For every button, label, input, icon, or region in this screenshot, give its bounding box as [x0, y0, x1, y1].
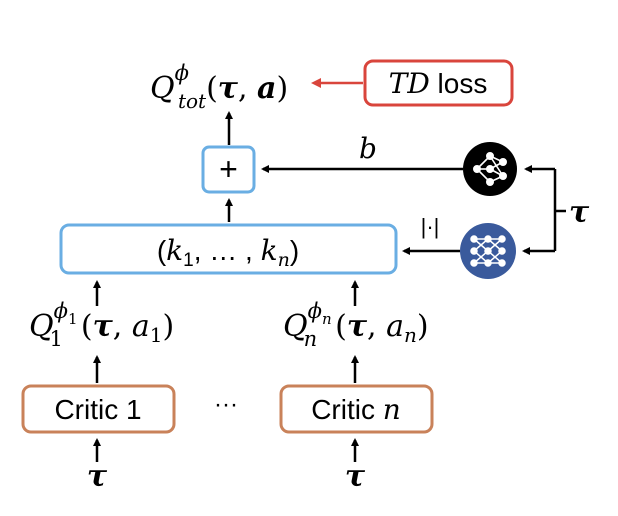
critic-1-box — [21, 384, 176, 434]
critic-n-label: Critic n — [311, 393, 401, 426]
td-loss-label: TD loss — [389, 67, 488, 100]
critics-ellipsis: ··· — [214, 391, 238, 418]
abs-label: |·| — [421, 214, 440, 239]
weight-hypernetwork-icon — [460, 223, 516, 279]
tau-input-label: τ — [569, 195, 590, 230]
td-loss-box — [363, 59, 514, 107]
critic-1-input-tau: τ — [87, 459, 108, 494]
critic-n-box — [279, 384, 434, 434]
plus-label: + — [219, 151, 238, 187]
q-tot-output-label: Qϕ tot(τ, a) — [150, 61, 288, 113]
critic-1-label: Critic 1 — [54, 394, 141, 425]
plus-box — [201, 145, 256, 194]
bias-label: b — [359, 132, 377, 165]
critic-n-input-tau: τ — [345, 459, 366, 494]
weights-label: (k1, … , kn) — [157, 234, 299, 271]
bias-hypernetwork-icon — [463, 142, 517, 196]
q1-label: Qϕ1 1 (τ, a1) — [29, 299, 174, 351]
weights-box — [59, 223, 398, 275]
qn-label: Qϕn n (τ, an) — [283, 299, 429, 351]
